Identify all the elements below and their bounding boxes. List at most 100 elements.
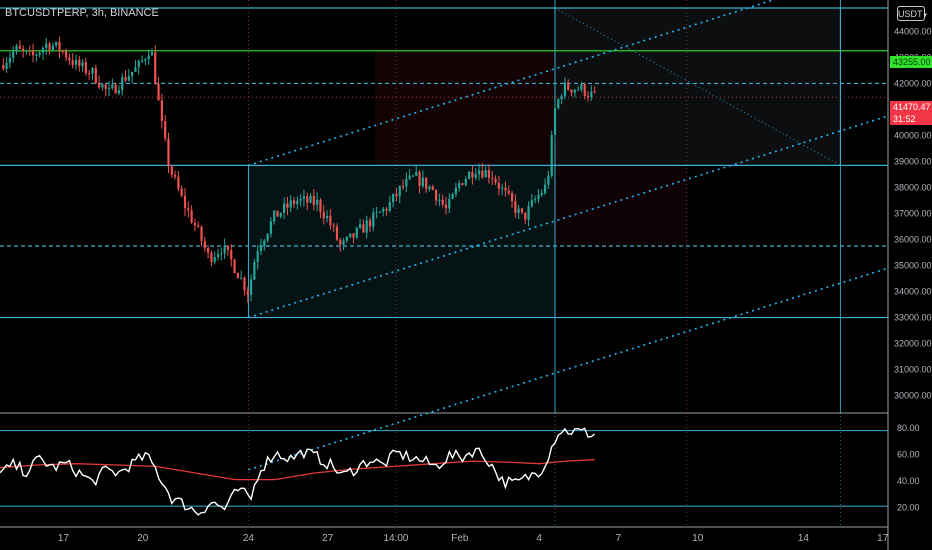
candle-body xyxy=(283,203,286,213)
candle-body xyxy=(543,184,547,193)
candle-body xyxy=(266,233,269,241)
candle-body xyxy=(517,208,520,213)
candle-body xyxy=(481,170,484,178)
candle-body xyxy=(352,233,355,238)
channel-line xyxy=(248,267,889,471)
chevron-down-icon: ▾ xyxy=(923,12,928,19)
target-zone-fill xyxy=(375,50,555,166)
rsi-tick-label: 60.00 xyxy=(897,449,920,459)
candle-body xyxy=(127,76,130,81)
candle-body xyxy=(372,212,375,227)
candle-body xyxy=(200,226,203,242)
candle-body xyxy=(501,187,504,189)
candle-body xyxy=(358,224,362,228)
candle-body xyxy=(504,187,507,191)
candle-body xyxy=(8,57,12,63)
candle-body xyxy=(117,90,121,94)
candle-body xyxy=(461,183,464,186)
candle-body xyxy=(534,199,537,201)
candle-body xyxy=(560,96,563,100)
candle-body xyxy=(150,52,154,56)
candle-body xyxy=(5,62,8,69)
candle-body xyxy=(134,67,137,72)
candle-body xyxy=(286,203,289,208)
candle-body xyxy=(45,43,48,49)
candle-body xyxy=(451,193,454,199)
candle-body xyxy=(253,262,256,280)
bar-countdown: 31:52 xyxy=(893,114,916,124)
candle-body xyxy=(183,195,187,209)
candle-body xyxy=(325,215,329,219)
candle-body xyxy=(540,192,543,195)
currency-label: USDT xyxy=(898,9,923,19)
candle-body xyxy=(269,221,272,234)
rsi-tick-label: 80.00 xyxy=(897,423,920,433)
candle-body xyxy=(31,50,35,56)
candle-body xyxy=(563,82,567,97)
candle-body xyxy=(428,186,431,190)
candle-body xyxy=(491,177,494,179)
price-tick-label: 39000.00 xyxy=(894,156,932,166)
candle-body xyxy=(236,272,239,279)
price-tick-label: 32000.00 xyxy=(894,339,932,349)
candle-body xyxy=(454,187,457,194)
candle-body xyxy=(547,175,550,185)
candle-body xyxy=(41,48,45,53)
candle-body xyxy=(193,222,197,226)
candle-body xyxy=(78,59,81,67)
candle-body xyxy=(12,51,15,58)
currency-selector[interactable]: USDT▾ xyxy=(897,6,928,21)
candle-body xyxy=(207,248,210,253)
candle-body xyxy=(223,245,226,254)
candle-body xyxy=(137,60,140,68)
candle-body xyxy=(418,171,421,187)
candle-body xyxy=(527,206,530,220)
candle-body xyxy=(375,212,378,214)
candle-body xyxy=(15,45,18,52)
candle-body xyxy=(157,83,160,101)
projection-box-fill xyxy=(555,8,841,166)
candle-body xyxy=(203,241,206,249)
drawing-boxes xyxy=(248,8,841,318)
time-tick-label: 14:00 xyxy=(383,533,408,544)
time-tick-label: 20 xyxy=(137,533,149,544)
candle-body xyxy=(477,170,481,175)
candle-body xyxy=(160,100,163,121)
candle-body xyxy=(537,194,540,200)
candle-body xyxy=(68,57,71,61)
candle-body xyxy=(18,45,21,49)
candle-body xyxy=(22,48,25,51)
candle-body xyxy=(405,178,408,187)
horizontal-levels xyxy=(0,7,888,319)
candle-body xyxy=(164,120,167,139)
candle-body xyxy=(583,84,586,96)
candle-body xyxy=(107,87,111,90)
candle-body xyxy=(471,172,474,178)
candle-body xyxy=(173,174,177,177)
time-tick-label: 17 xyxy=(58,533,70,544)
candle-body xyxy=(392,193,395,203)
risk-zone-fill xyxy=(555,165,687,247)
candle-body xyxy=(322,211,325,219)
candle-body xyxy=(306,196,309,203)
parallel-channel xyxy=(248,0,889,471)
candle-body xyxy=(441,199,444,205)
rsi-tick-label: 20.00 xyxy=(897,502,920,512)
candle-body xyxy=(246,290,249,296)
candle-body xyxy=(335,226,339,240)
candle-body xyxy=(180,188,183,196)
candle-body xyxy=(507,190,510,194)
candle-body xyxy=(590,91,593,97)
candle-body xyxy=(438,199,441,201)
candle-body xyxy=(398,186,401,197)
candle-body xyxy=(51,45,54,51)
time-tick-label: Feb xyxy=(451,533,469,544)
candle-body xyxy=(259,246,263,252)
time-tick-label: 27 xyxy=(322,533,334,544)
price-tick-label: 30000.00 xyxy=(894,391,932,401)
candle-body xyxy=(226,245,230,250)
candle-body xyxy=(385,208,388,211)
candle-body xyxy=(586,95,590,97)
price-tick-label: 42000.00 xyxy=(894,78,932,88)
